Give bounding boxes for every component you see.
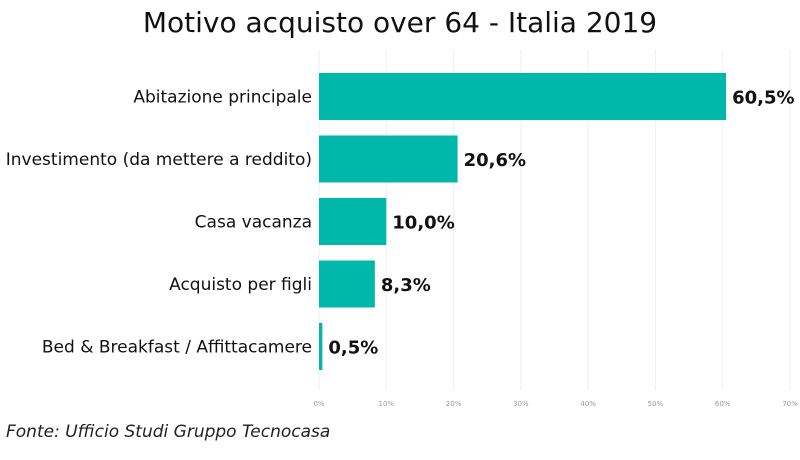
source-note: Fonte: Ufficio Studi Gruppo Tecnocasa — [6, 422, 330, 442]
data-label: 8,3% — [381, 275, 431, 296]
data-label: 10,0% — [392, 213, 454, 234]
bars-layer — [319, 73, 727, 370]
x-tick-label: 60% — [715, 400, 731, 408]
category-label: Acquisto per figli — [169, 275, 312, 295]
category-label: Investimento (da mettere a reddito) — [6, 150, 312, 170]
x-tick-label: 70% — [782, 400, 798, 408]
bar — [319, 323, 323, 370]
data-label: 60,5% — [732, 88, 794, 109]
x-tick-label: 0% — [313, 400, 324, 408]
bar — [319, 135, 458, 183]
data-label: 20,6% — [464, 150, 526, 171]
chart-title: Motivo acquisto over 64 - Italia 2019 — [143, 6, 657, 39]
category-label: Bed & Breakfast / Affittacamere — [42, 338, 312, 358]
x-tick-label: 40% — [580, 400, 596, 408]
category-label: Casa vacanza — [195, 213, 312, 233]
data-label: 0,5% — [328, 338, 378, 359]
x-axis-tick-labels: 0% 10% 20% 30% 40% 50% 60% 70% — [313, 400, 798, 408]
bar — [319, 73, 727, 120]
bar — [319, 198, 387, 245]
bar — [319, 260, 375, 308]
x-tick-label: 10% — [379, 400, 395, 408]
category-label: Abitazione principale — [133, 88, 312, 108]
x-tick-label: 30% — [513, 400, 529, 408]
x-tick-label: 20% — [446, 400, 462, 408]
x-tick-label: 50% — [648, 400, 664, 408]
value-labels: 60,5% 20,6% 10,0% 8,3% 0,5% — [328, 88, 794, 359]
category-labels: Abitazione principale Investimento (da me… — [6, 88, 312, 358]
